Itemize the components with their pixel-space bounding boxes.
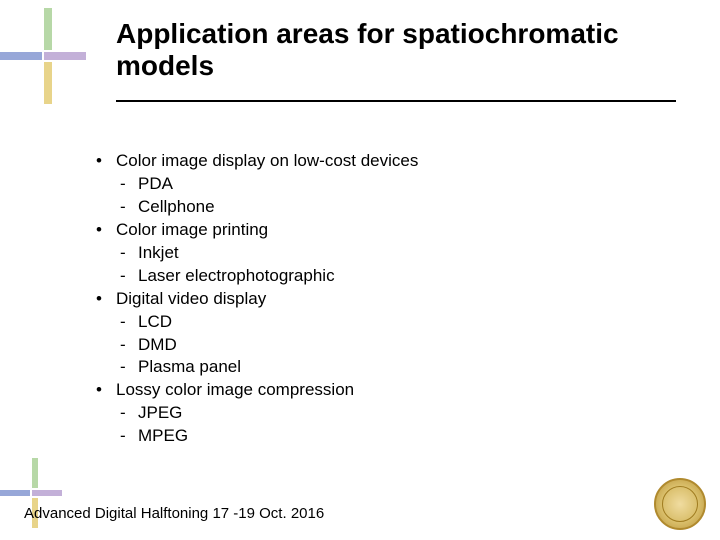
title-underline: [116, 100, 676, 102]
sub-bullet-item: LCD: [92, 311, 652, 334]
sub-bullet-item: Inkjet: [92, 242, 652, 265]
motif-square: [32, 458, 38, 488]
motif-square: [0, 490, 30, 496]
motif-square: [44, 52, 86, 60]
sub-bullet-item: Cellphone: [92, 196, 652, 219]
bullet-item: Digital video display: [92, 288, 652, 311]
motif-square: [32, 490, 62, 496]
bullet-item: Color image display on low-cost devices: [92, 150, 652, 173]
motif-square: [44, 62, 52, 104]
university-seal-icon: [654, 478, 706, 530]
bullet-item: Color image printing: [92, 219, 652, 242]
slide-footer: Advanced Digital Halftoning 17 -19 Oct. …: [24, 505, 324, 522]
sub-bullet-item: JPEG: [92, 402, 652, 425]
sub-bullet-item: Laser electrophotographic: [92, 265, 652, 288]
motif-square: [44, 8, 52, 50]
sub-bullet-item: Plasma panel: [92, 356, 652, 379]
sub-bullet-item: PDA: [92, 173, 652, 196]
motif-square: [0, 52, 42, 60]
bullet-item: Lossy color image compression: [92, 379, 652, 402]
slide-title: Application areas for spatiochromatic mo…: [116, 18, 686, 82]
slide-body: Color image display on low-cost devicesP…: [92, 150, 652, 448]
sub-bullet-item: MPEG: [92, 425, 652, 448]
sub-bullet-item: DMD: [92, 334, 652, 357]
